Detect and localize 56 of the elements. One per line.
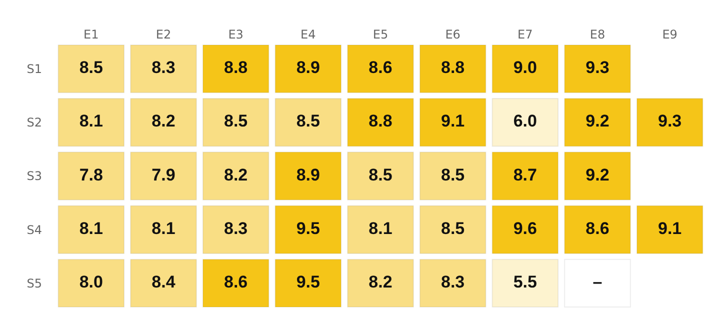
x-tick-label: E5 <box>372 28 388 42</box>
data-label: 9.3 <box>658 112 682 131</box>
y-tick-label: S5 <box>26 276 42 290</box>
data-label: 7.8 <box>79 165 103 184</box>
data-label: 9.5 <box>296 272 320 292</box>
data-label: 9.5 <box>296 218 320 238</box>
data-label: 9.1 <box>441 112 465 131</box>
data-label: 5.5 <box>513 272 537 292</box>
data-label: 8.9 <box>296 165 320 184</box>
x-tick-label: E6 <box>445 28 460 42</box>
data-label: 8.1 <box>368 218 392 238</box>
data-label: 9.3 <box>586 58 610 78</box>
x-tick-label: E8 <box>590 28 606 42</box>
data-label: 8.7 <box>513 165 537 184</box>
data-label: 8.5 <box>296 112 320 131</box>
data-label: 8.8 <box>224 58 248 78</box>
y-tick-label: S4 <box>26 222 42 237</box>
data-label: 8.5 <box>441 165 465 184</box>
x-tick-label: E3 <box>228 28 244 42</box>
data-label: 8.8 <box>368 112 392 131</box>
data-label: 8.6 <box>586 218 610 238</box>
data-label: 9.1 <box>658 218 682 238</box>
y-tick-label: S2 <box>26 116 42 130</box>
x-tick-label: E2 <box>156 28 172 42</box>
data-label: 8.6 <box>368 58 392 78</box>
data-label: 8.1 <box>152 218 176 238</box>
data-label: 9.0 <box>513 58 537 78</box>
x-tick-label: E7 <box>518 28 533 42</box>
data-label: 8.3 <box>224 218 248 238</box>
data-label: 8.2 <box>368 272 392 292</box>
x-tick-label: E1 <box>84 28 99 42</box>
data-label: 8.8 <box>441 58 465 78</box>
data-label: 7.9 <box>152 165 176 184</box>
data-label: 9.2 <box>586 112 610 131</box>
data-label: 8.6 <box>224 272 248 292</box>
data-label: 8.2 <box>224 165 248 184</box>
data-label: 9.2 <box>586 165 610 184</box>
x-tick-label: E4 <box>300 28 316 42</box>
text: – <box>592 272 602 292</box>
data-label: 9.6 <box>513 218 537 238</box>
data-label: 8.3 <box>152 58 176 78</box>
data-label: 8.5 <box>368 165 392 184</box>
data-label: 8.4 <box>152 272 176 292</box>
x-tick-label: E9 <box>662 28 678 42</box>
data-label: 8.3 <box>441 272 465 292</box>
data-label: 8.1 <box>79 112 103 131</box>
y-tick-label: S1 <box>26 62 42 76</box>
data-label: 8.5 <box>79 58 103 78</box>
data-label: 8.0 <box>79 272 103 292</box>
data-label: 8.9 <box>296 58 320 78</box>
y-tick-label: S3 <box>26 169 42 184</box>
data-label: 8.5 <box>224 112 248 131</box>
data-label: 8.1 <box>79 218 103 238</box>
data-label: 8.5 <box>441 218 465 238</box>
data-label: 8.2 <box>152 112 176 131</box>
data-label: 6.0 <box>513 112 537 131</box>
